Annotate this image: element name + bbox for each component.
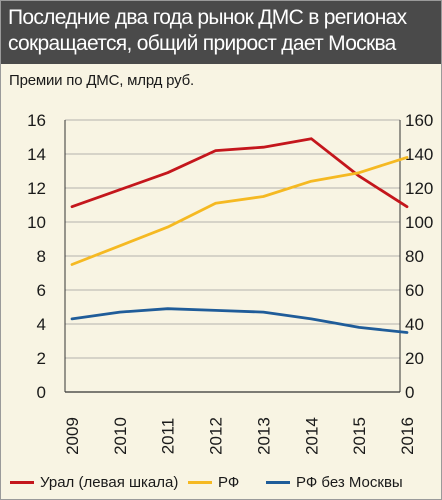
right-tick-label: 60	[405, 281, 424, 300]
series-rf-ex-moscow-line	[70, 307, 409, 334]
left-tick-label: 12	[27, 179, 46, 198]
right-tick-label: 20	[405, 349, 424, 368]
left-tick-label: 2	[37, 349, 46, 368]
left-tick-label: 16	[27, 111, 46, 130]
x-tick-label: 2009	[63, 417, 82, 455]
right-tick-label: 120	[405, 179, 433, 198]
legend-label-rf-ex-moscow: РФ без Москвы	[296, 474, 403, 491]
left-tick-label: 6	[37, 281, 46, 300]
right-tick-label: 100	[405, 213, 433, 232]
x-tick-label: 2015	[350, 417, 369, 455]
legend-swatch-rf	[188, 480, 212, 484]
x-tick-label: 2010	[111, 417, 130, 455]
x-tick-label: 2011	[159, 418, 178, 455]
series-rf-line	[70, 155, 409, 266]
left-tick-label: 8	[37, 247, 46, 266]
legend-item-ural: Урал (левая шкала)	[10, 474, 178, 494]
right-tick-label: 140	[405, 145, 433, 164]
left-tick-label: 4	[37, 315, 46, 334]
series-ural-line	[70, 137, 409, 209]
x-tick-label: 2016	[398, 417, 417, 455]
legend-item-rf-ex-moscow: РФ без Москвы	[266, 474, 403, 494]
x-tick-label: 2012	[207, 417, 226, 455]
legend-label-rf: РФ	[218, 474, 240, 491]
right-tick-label: 80	[405, 247, 424, 266]
left-tick-label: 10	[27, 213, 46, 232]
legend-swatch-rf-ex-moscow	[266, 480, 290, 484]
chart-title-line-1: Последние два года рынок ДМС в регионах	[8, 6, 407, 29]
y-axis-caption: Премии по ДМС, млрд руб.	[9, 72, 194, 89]
legend-label-ural: Урал (левая шкала)	[40, 474, 179, 491]
legend-item-rf: РФ	[188, 474, 239, 494]
right-tick-label: 40	[405, 315, 424, 334]
title-bar: Последние два года рынок ДМС в регионах …	[1, 1, 441, 64]
left-tick-label: 0	[37, 383, 46, 402]
x-tick-label: 2014	[302, 417, 321, 455]
chart-title-line-2: сокращается, общий прирост дает Москва	[8, 32, 396, 55]
right-tick-label: 160	[405, 111, 433, 130]
x-tick-label: 2013	[254, 417, 273, 455]
legend-swatch-ural	[10, 480, 34, 484]
left-tick-label: 14	[27, 145, 46, 164]
right-tick-label: 0	[405, 383, 414, 402]
